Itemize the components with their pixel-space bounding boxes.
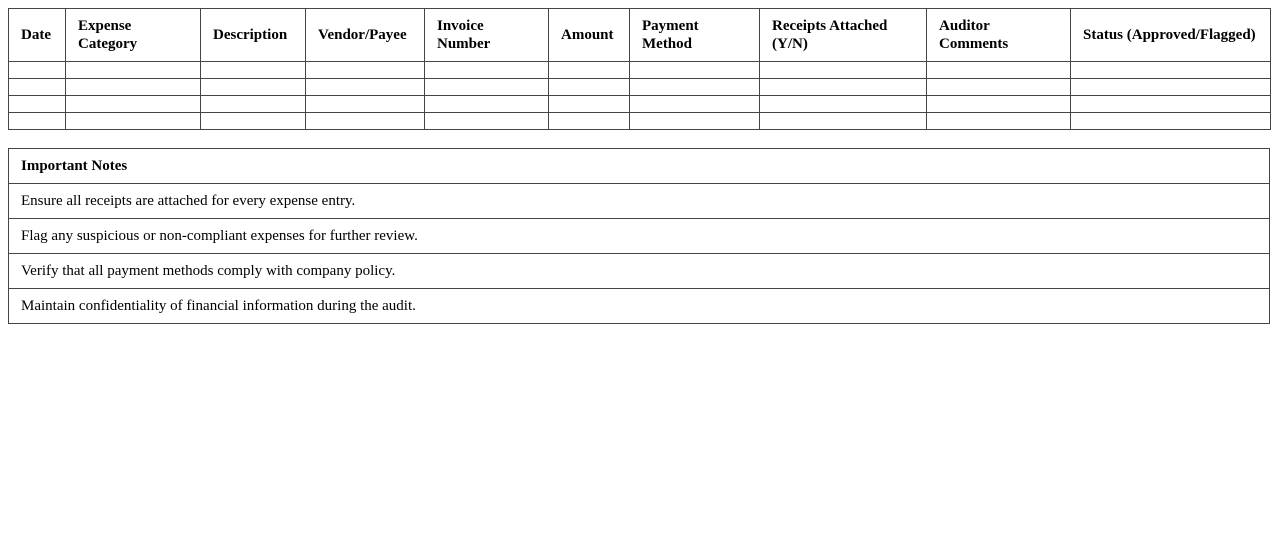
table-cell[interactable]	[424, 112, 549, 130]
expense-audit-table: Date Expense Category Description Vendor/Pa…	[8, 8, 1271, 130]
table-cell[interactable]	[424, 78, 549, 96]
column-header: Expense Category	[65, 8, 201, 62]
table-cell[interactable]	[926, 95, 1071, 113]
column-header: Receipts Attached (Y/N)	[759, 8, 927, 62]
note-text: Flag any suspicious or non-compliant exp…	[8, 218, 1270, 254]
note-text: Ensure all receipts are attached for eve…	[8, 183, 1270, 219]
column-header: Invoice Number	[424, 8, 549, 62]
table-cell[interactable]	[759, 95, 927, 113]
table-cell[interactable]	[629, 95, 760, 113]
table-cell[interactable]	[629, 78, 760, 96]
table-cell[interactable]	[1070, 112, 1271, 130]
column-header: Payment Method	[629, 8, 760, 62]
table-cell[interactable]	[926, 78, 1071, 96]
table-cell[interactable]	[629, 61, 760, 79]
table-cell[interactable]	[8, 95, 66, 113]
column-header: Vendor/Payee	[305, 8, 425, 62]
table-cell[interactable]	[1070, 78, 1271, 96]
table-row	[8, 78, 1271, 96]
table-cell[interactable]	[305, 112, 425, 130]
table-cell[interactable]	[424, 61, 549, 79]
column-header: Description	[200, 8, 306, 62]
table-cell[interactable]	[200, 95, 306, 113]
table-cell[interactable]	[65, 78, 201, 96]
note-text: Maintain confidentiality of financial in…	[8, 288, 1270, 324]
table-cell[interactable]	[8, 78, 66, 96]
column-header: Amount	[548, 8, 630, 62]
table-cell[interactable]	[926, 61, 1071, 79]
note-row: Maintain confidentiality of financial in…	[8, 288, 1270, 324]
table-cell[interactable]	[926, 112, 1071, 130]
table-cell[interactable]	[1070, 61, 1271, 79]
notes-header-row: Important Notes	[8, 148, 1270, 184]
table-cell[interactable]	[759, 112, 927, 130]
table-row	[8, 95, 1271, 113]
column-header: Status (Approved/Flagged)	[1070, 8, 1271, 62]
table-header-row: Date Expense Category Description Vendor/Pa…	[8, 8, 1271, 62]
table-cell[interactable]	[759, 61, 927, 79]
table-cell[interactable]	[200, 61, 306, 79]
table-cell[interactable]	[759, 78, 927, 96]
column-header: Auditor Comments	[926, 8, 1071, 62]
table-cell[interactable]	[1070, 95, 1271, 113]
table-cell[interactable]	[305, 95, 425, 113]
column-header: Date	[8, 8, 66, 62]
table-cell[interactable]	[200, 112, 306, 130]
table-cell[interactable]	[424, 95, 549, 113]
notes-title: Important Notes	[8, 148, 1270, 184]
table-cell[interactable]	[65, 61, 201, 79]
table-cell[interactable]	[305, 61, 425, 79]
note-row: Ensure all receipts are attached for eve…	[8, 183, 1270, 219]
table-cell[interactable]	[548, 95, 630, 113]
note-row: Verify that all payment methods comply w…	[8, 253, 1270, 289]
important-notes-table: Important Notes Ensure all receipts are …	[8, 148, 1270, 324]
table-cell[interactable]	[65, 95, 201, 113]
table-cell[interactable]	[65, 112, 201, 130]
table-row	[8, 61, 1271, 79]
table-row	[8, 112, 1271, 130]
table-cell[interactable]	[548, 78, 630, 96]
table-cell[interactable]	[629, 112, 760, 130]
table-cell[interactable]	[8, 112, 66, 130]
table-cell[interactable]	[8, 61, 66, 79]
note-text: Verify that all payment methods comply w…	[8, 253, 1270, 289]
table-cell[interactable]	[548, 61, 630, 79]
table-cell[interactable]	[548, 112, 630, 130]
table-cell[interactable]	[305, 78, 425, 96]
table-cell[interactable]	[200, 78, 306, 96]
note-row: Flag any suspicious or non-compliant exp…	[8, 218, 1270, 254]
